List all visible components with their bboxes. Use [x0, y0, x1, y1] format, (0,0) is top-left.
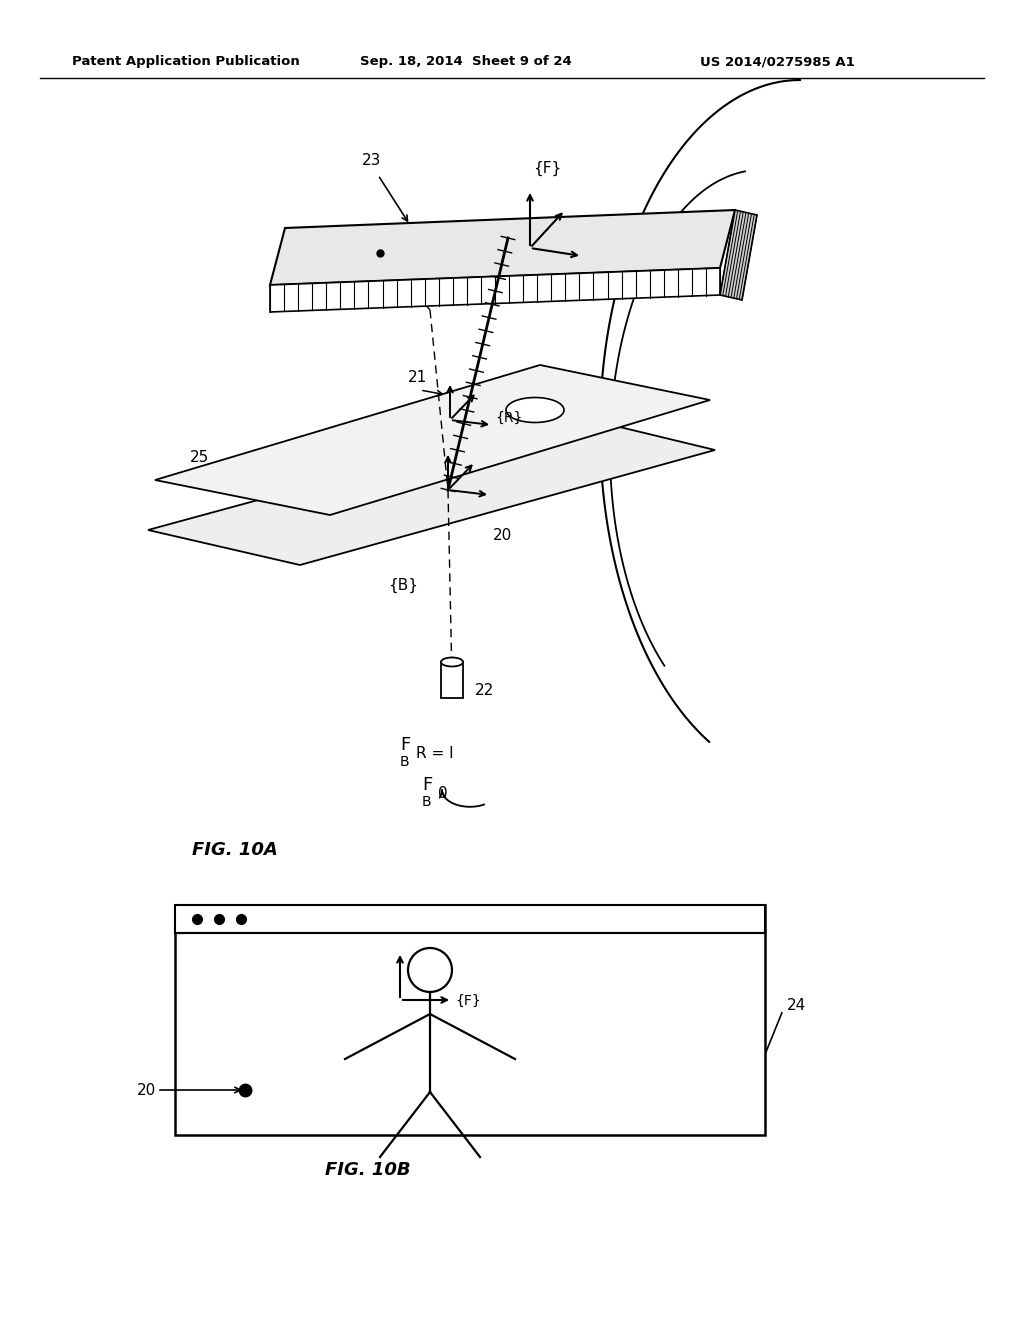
Ellipse shape: [506, 397, 564, 422]
Text: 25: 25: [190, 450, 209, 465]
Polygon shape: [148, 414, 715, 565]
Text: B: B: [400, 755, 410, 770]
Text: 24: 24: [787, 998, 806, 1012]
Text: Patent Application Publication: Patent Application Publication: [72, 55, 300, 69]
Text: {R}: {R}: [495, 411, 522, 425]
Text: 20: 20: [137, 1082, 157, 1098]
Polygon shape: [155, 366, 710, 515]
Text: FIG. 10A: FIG. 10A: [193, 841, 278, 859]
Text: Sep. 18, 2014  Sheet 9 of 24: Sep. 18, 2014 Sheet 9 of 24: [360, 55, 571, 69]
Bar: [441, 663, 463, 698]
Polygon shape: [720, 210, 757, 300]
Text: 20: 20: [493, 528, 512, 543]
Text: {B}: {B}: [388, 578, 418, 593]
Text: US 2014/0275985 A1: US 2014/0275985 A1: [700, 55, 855, 69]
Text: 23: 23: [362, 153, 381, 168]
Polygon shape: [270, 268, 720, 312]
Text: B: B: [422, 795, 432, 809]
Ellipse shape: [441, 657, 463, 667]
Text: 22: 22: [475, 682, 495, 698]
Bar: [175, 906, 765, 1135]
Text: F: F: [422, 776, 432, 795]
Text: FIG. 10B: FIG. 10B: [325, 1162, 411, 1179]
Bar: [175, 906, 765, 933]
Polygon shape: [270, 210, 735, 285]
Ellipse shape: [408, 948, 452, 993]
Text: F: F: [400, 737, 411, 754]
Text: 21: 21: [408, 370, 427, 385]
Text: R = I: R = I: [416, 746, 454, 762]
Text: 0: 0: [438, 785, 447, 801]
Text: {F}: {F}: [534, 161, 561, 176]
Text: {F}: {F}: [455, 994, 480, 1008]
